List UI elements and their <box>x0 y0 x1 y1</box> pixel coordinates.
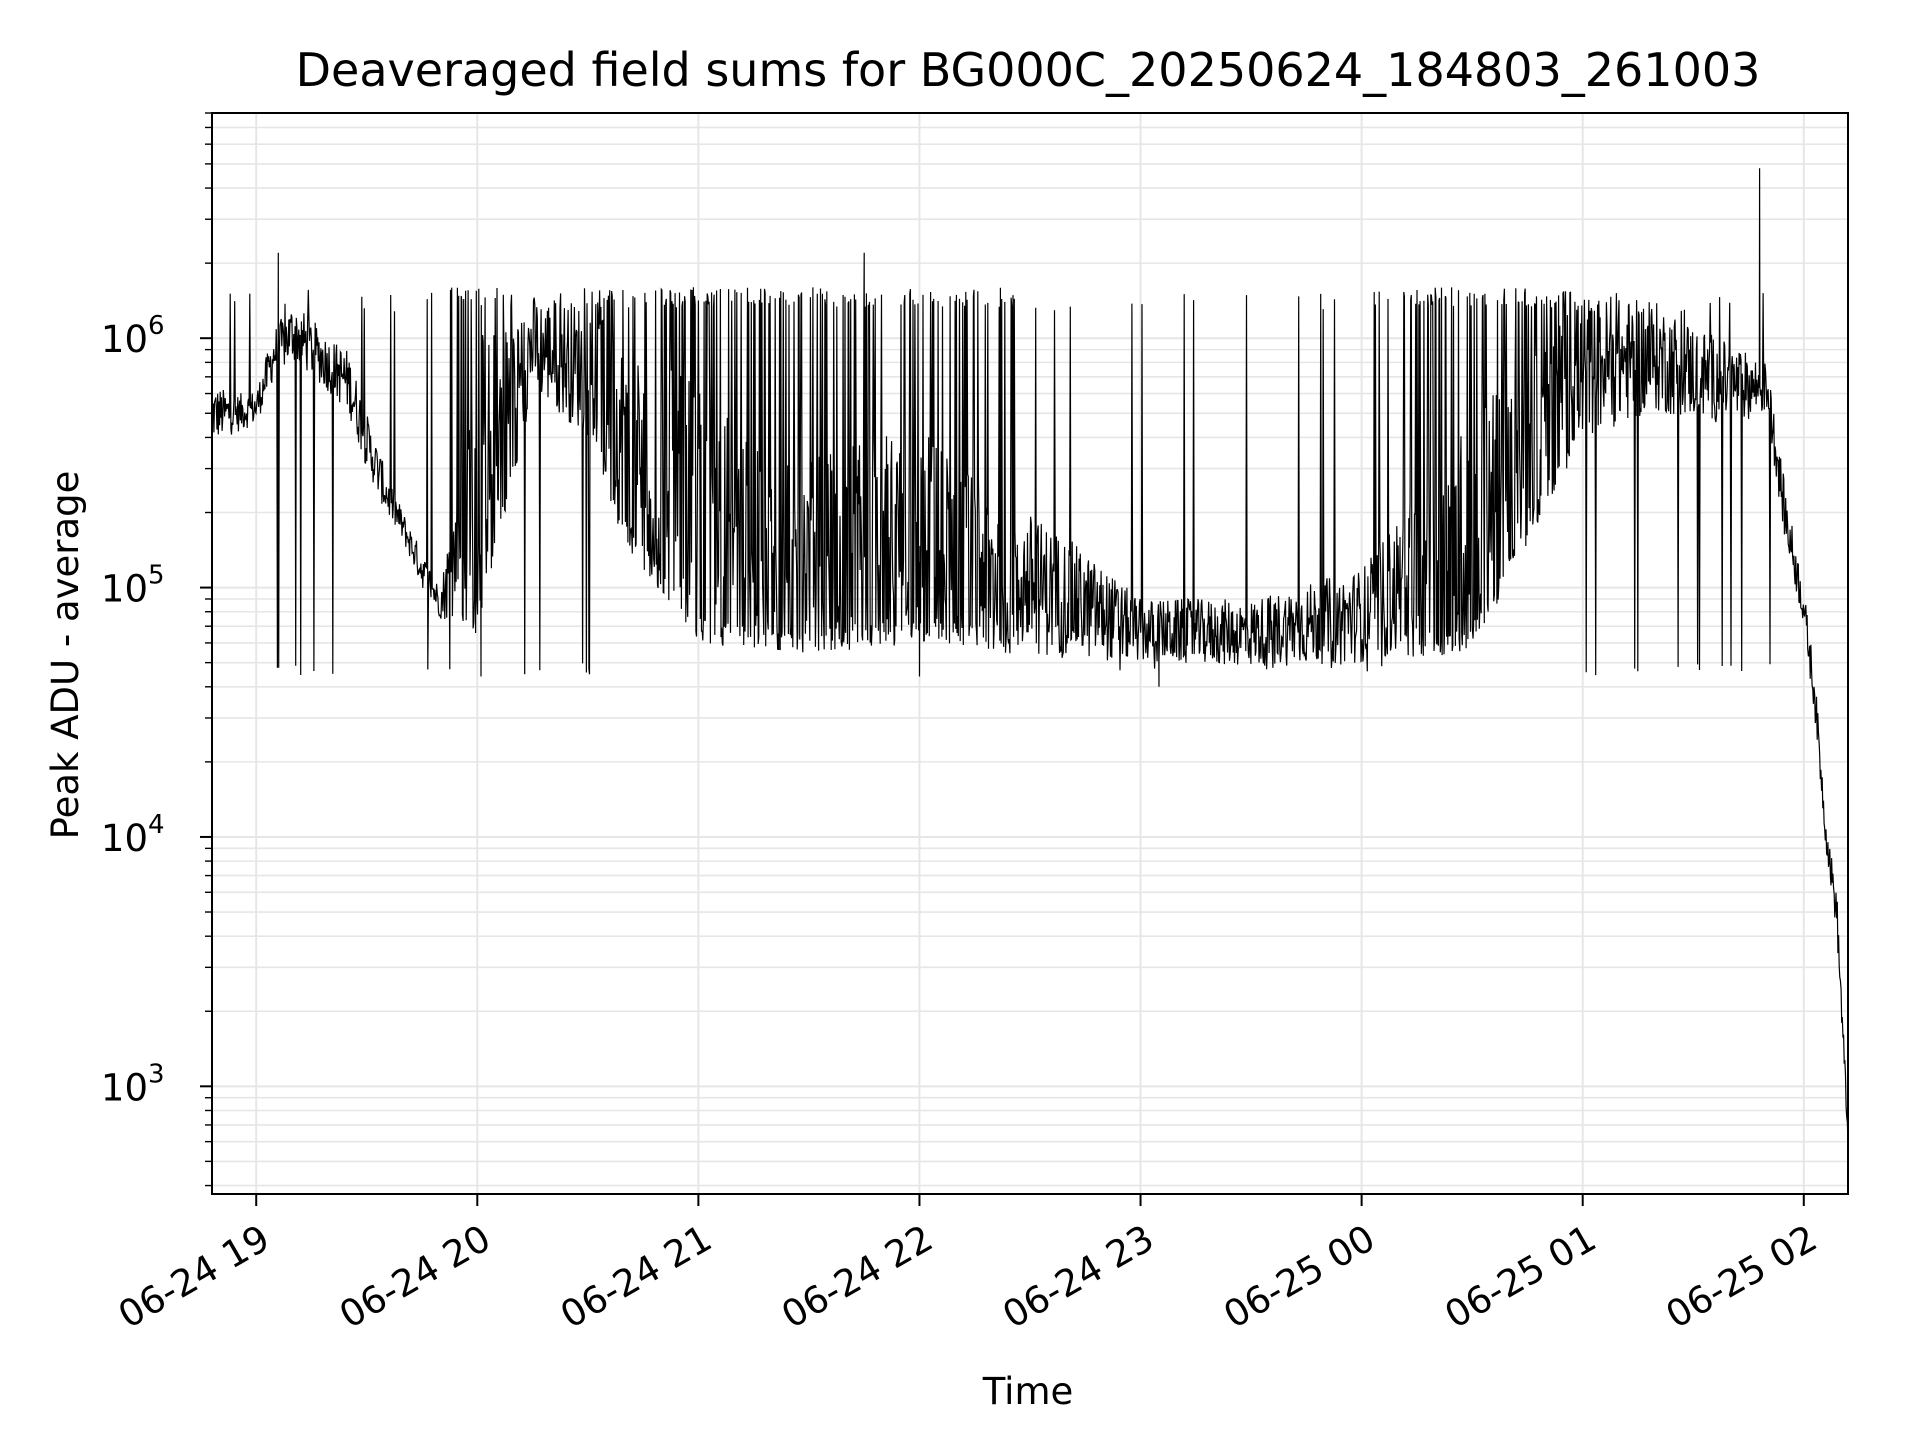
y-tick-exponent: 3 <box>148 1059 165 1089</box>
y-tick-label: 10 <box>101 318 148 361</box>
series-path <box>211 168 1849 1152</box>
y-axis-label: Peak ADU - average <box>44 471 87 840</box>
chart-title: Deaveraged field sums for BG000C_2025062… <box>296 43 1761 97</box>
y-tick-exponent: 6 <box>148 311 165 341</box>
x-axis-label: Time <box>982 1370 1074 1413</box>
y-tick-label: 10 <box>101 568 148 611</box>
plot-frame <box>211 112 1849 1195</box>
y-tick-label: 10 <box>101 817 148 860</box>
y-tick-exponent: 4 <box>148 810 165 840</box>
series-line <box>211 168 1849 1152</box>
y-tick-exponent: 5 <box>148 561 165 591</box>
y-tick-label: 10 <box>101 1066 148 1109</box>
